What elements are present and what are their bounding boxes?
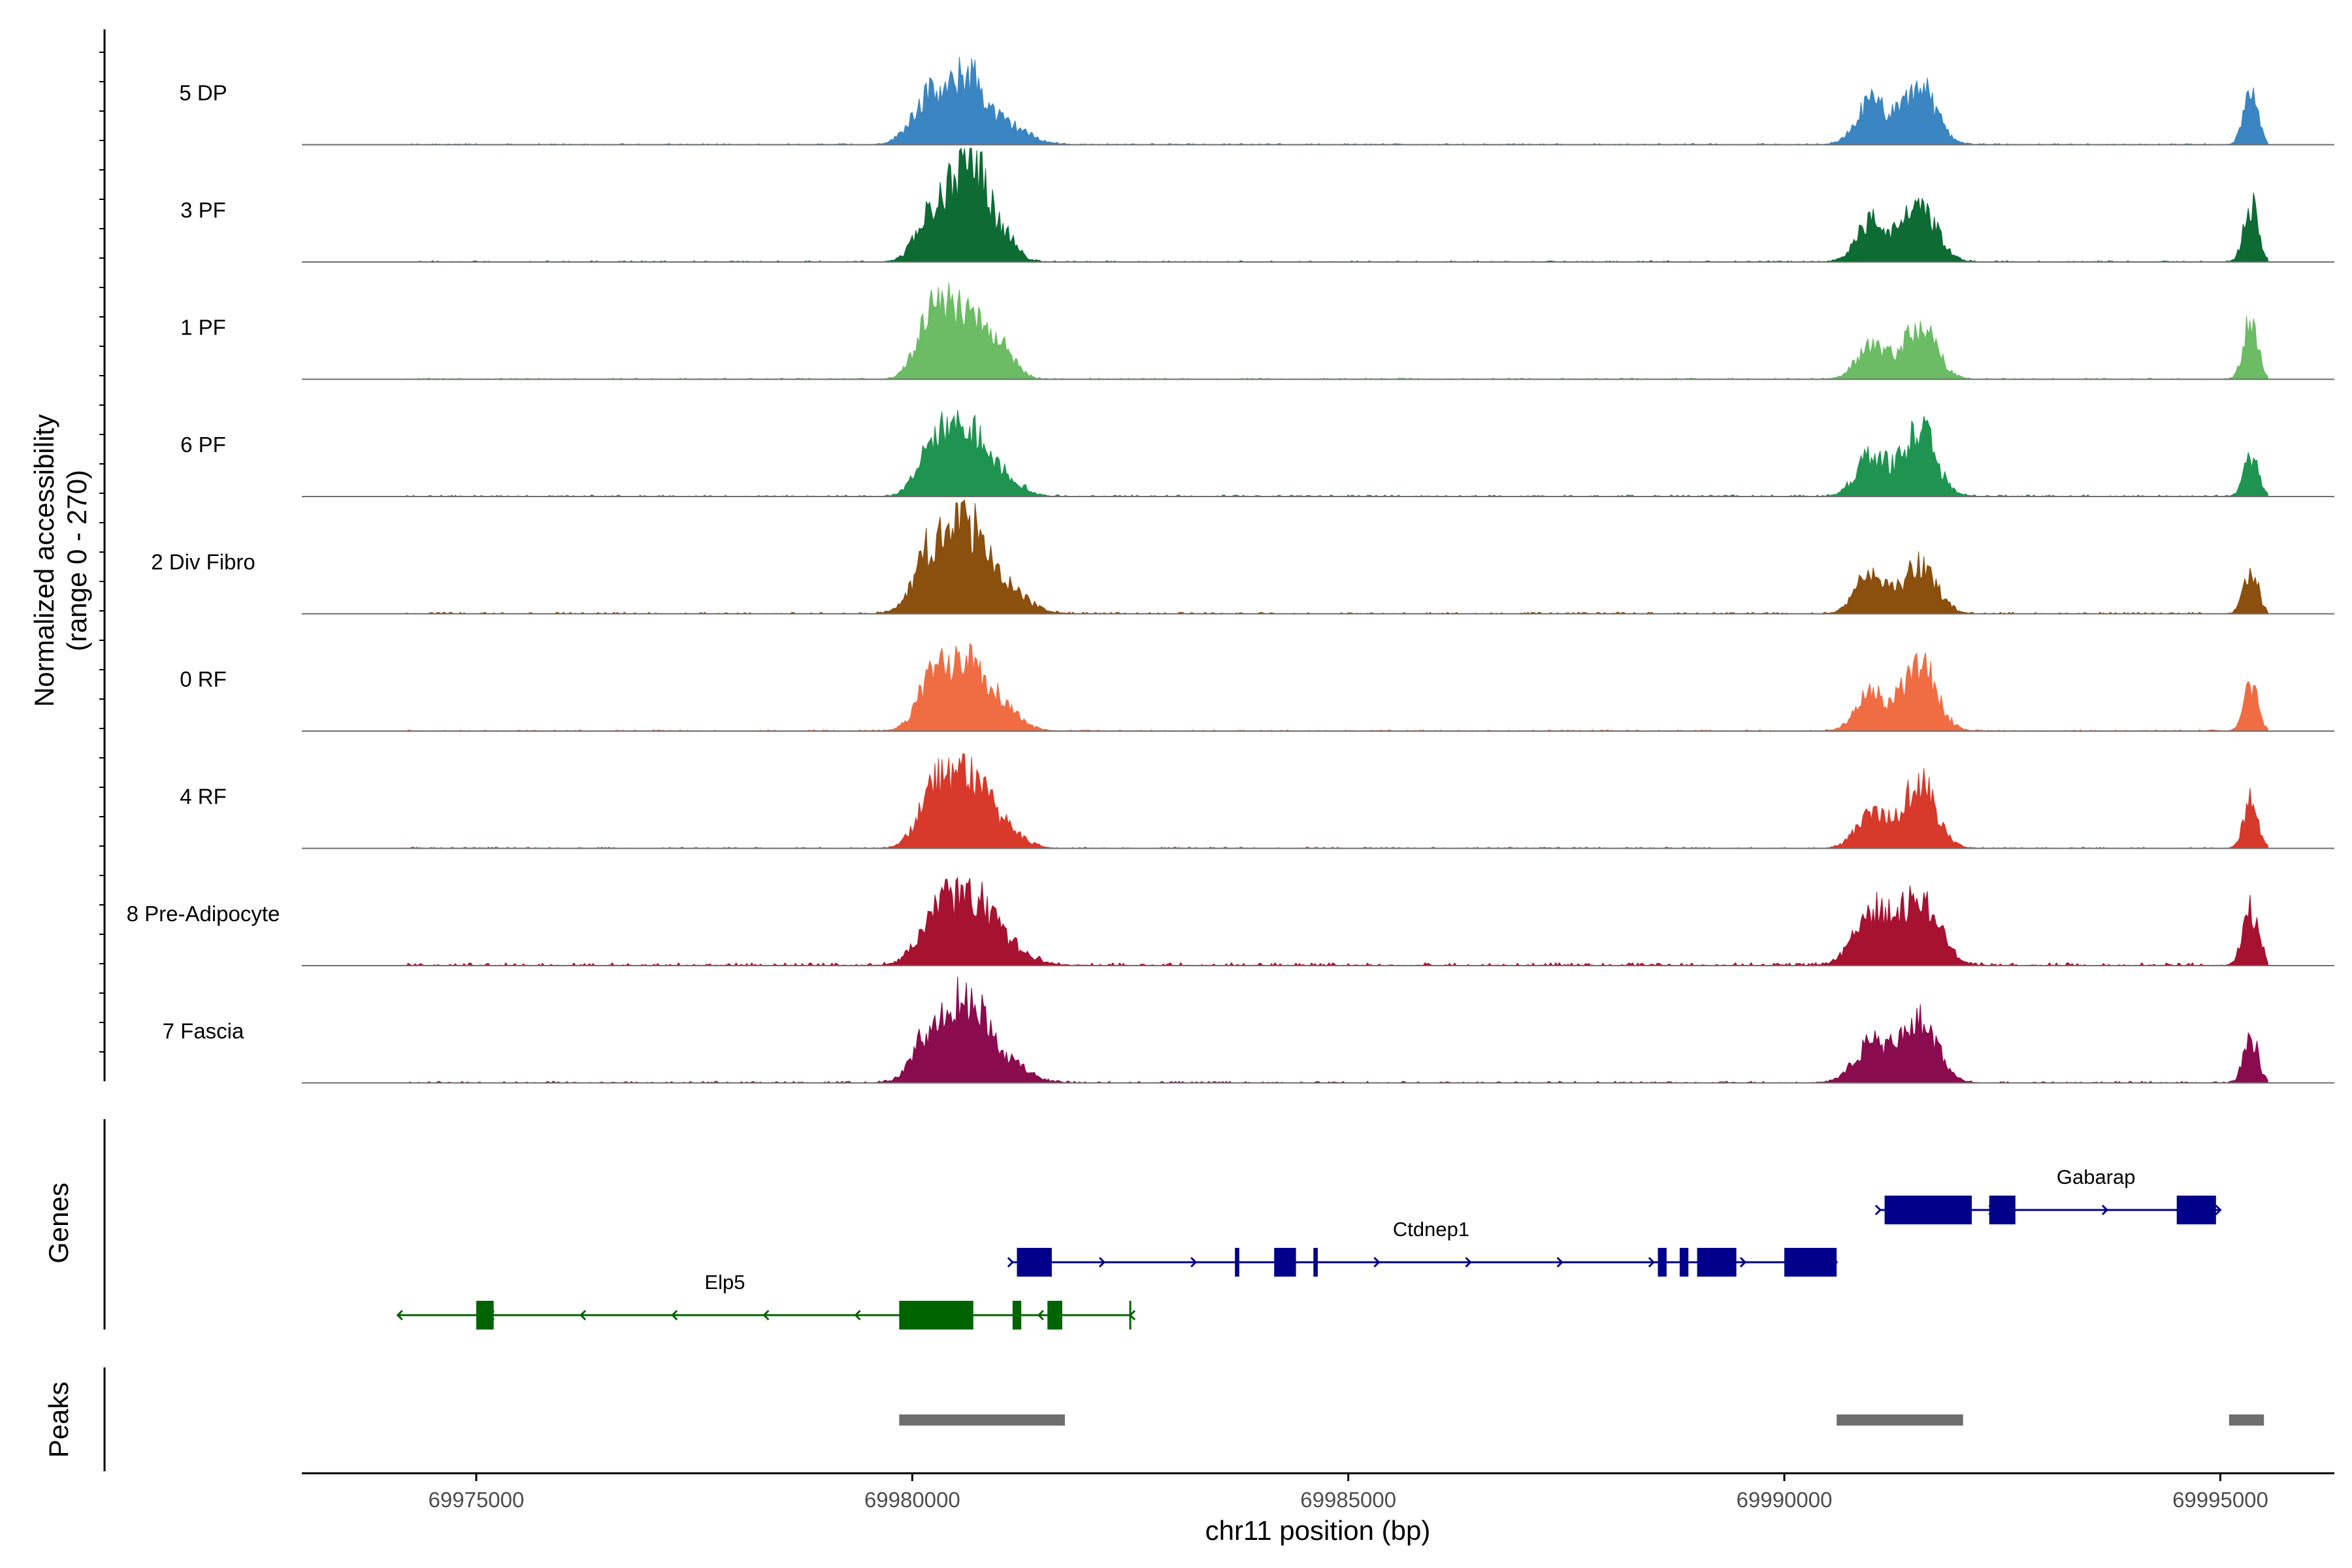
- gene-exon: [899, 1301, 973, 1330]
- genes-panel-title: Genes: [43, 1183, 74, 1264]
- gene-ctdnep1: Ctdnep1: [1007, 1218, 1838, 1277]
- gene-exon: [1884, 1196, 1972, 1224]
- peak-region: [1837, 1414, 1963, 1426]
- track-label: 1 PF: [180, 316, 226, 340]
- strand-arrow: [2101, 1204, 2109, 1216]
- gene-label: Ctdnep1: [1393, 1218, 1469, 1241]
- gene-exon: [1274, 1248, 1296, 1277]
- strand-arrow: [1007, 1256, 1014, 1268]
- track-label: 2 Div Fibro: [151, 550, 255, 574]
- gene-exon: [1235, 1248, 1239, 1277]
- track-label: 0 RF: [180, 667, 227, 691]
- gene-exon: [1697, 1248, 1737, 1277]
- gene-elp5: Elp5: [396, 1271, 1136, 1330]
- strand-arrow: [1373, 1256, 1380, 1268]
- strand-arrow: [1465, 1256, 1472, 1268]
- strand-arrow: [1739, 1256, 1747, 1268]
- coverage-tracks: 5 DP 3 PF 1 PF 6 PF 2 Div Fibro 0 RF 4 RF 8 Pre…: [127, 57, 2334, 1084]
- gene-exon: [476, 1301, 494, 1330]
- track-label: 6 PF: [180, 433, 226, 457]
- strand-arrow: [2215, 1204, 2222, 1216]
- strand-arrow: [1098, 1256, 1106, 1268]
- track-label: 5 DP: [179, 81, 227, 105]
- track-label: 7 Fascia: [163, 1019, 244, 1043]
- gene-exon: [1012, 1301, 1022, 1330]
- track-label: 4 RF: [180, 785, 227, 809]
- y-axis-title-line1: Normalized accessibility: [29, 414, 59, 707]
- peak-region: [2229, 1414, 2264, 1426]
- strand-arrow: [396, 1309, 403, 1321]
- gene-exon: [1017, 1248, 1052, 1277]
- peaks-panel-title: Peaks: [43, 1382, 74, 1458]
- peak-region: [899, 1414, 1065, 1426]
- strand-arrow: [854, 1309, 861, 1321]
- x-tick-label: 69985000: [1300, 1488, 1396, 1512]
- strand-arrow: [1190, 1256, 1198, 1268]
- gene-label: Elp5: [704, 1271, 745, 1294]
- x-tick-label: 69990000: [1737, 1488, 1833, 1512]
- x-tick-label: 69980000: [864, 1488, 960, 1512]
- track-label: 3 PF: [180, 198, 226, 222]
- strand-arrow: [1874, 1204, 1882, 1216]
- gene-exon: [1679, 1248, 1689, 1277]
- peak-regions: [899, 1414, 2264, 1426]
- strand-arrow: [762, 1309, 770, 1321]
- strand-arrow: [1556, 1256, 1563, 1268]
- strand-arrow: [671, 1309, 678, 1321]
- gene-exon: [1658, 1248, 1667, 1277]
- x-axis-title: chr11 position (bp): [1205, 1515, 1431, 1546]
- x-axis-ticks: 69975000 69980000 69985000 69990000 69995000: [429, 1473, 2268, 1512]
- track-label: 8 Pre-Adipocyte: [127, 902, 280, 926]
- gene-label: Gabarap: [2057, 1166, 2136, 1188]
- gene-exon: [1784, 1248, 1837, 1277]
- gene-annotations: Elp5 Ctdnep1 Gabarap: [396, 1166, 2222, 1330]
- strand-arrow: [580, 1309, 587, 1321]
- gene-exon: [1989, 1196, 2016, 1224]
- gene-exon: [1313, 1248, 1318, 1277]
- x-tick-label: 69995000: [2172, 1488, 2268, 1512]
- gene-exon: [1047, 1301, 1062, 1330]
- strand-arrow: [1037, 1309, 1044, 1321]
- y-axis-title-line2: (range 0 - 270): [61, 470, 92, 651]
- strand-arrow: [1648, 1256, 1656, 1268]
- x-tick-label: 69975000: [429, 1488, 525, 1512]
- gene-gabarap: Gabarap: [1874, 1166, 2222, 1224]
- coverage-y-ticks: [99, 52, 105, 1053]
- gene-exon: [2176, 1196, 2216, 1224]
